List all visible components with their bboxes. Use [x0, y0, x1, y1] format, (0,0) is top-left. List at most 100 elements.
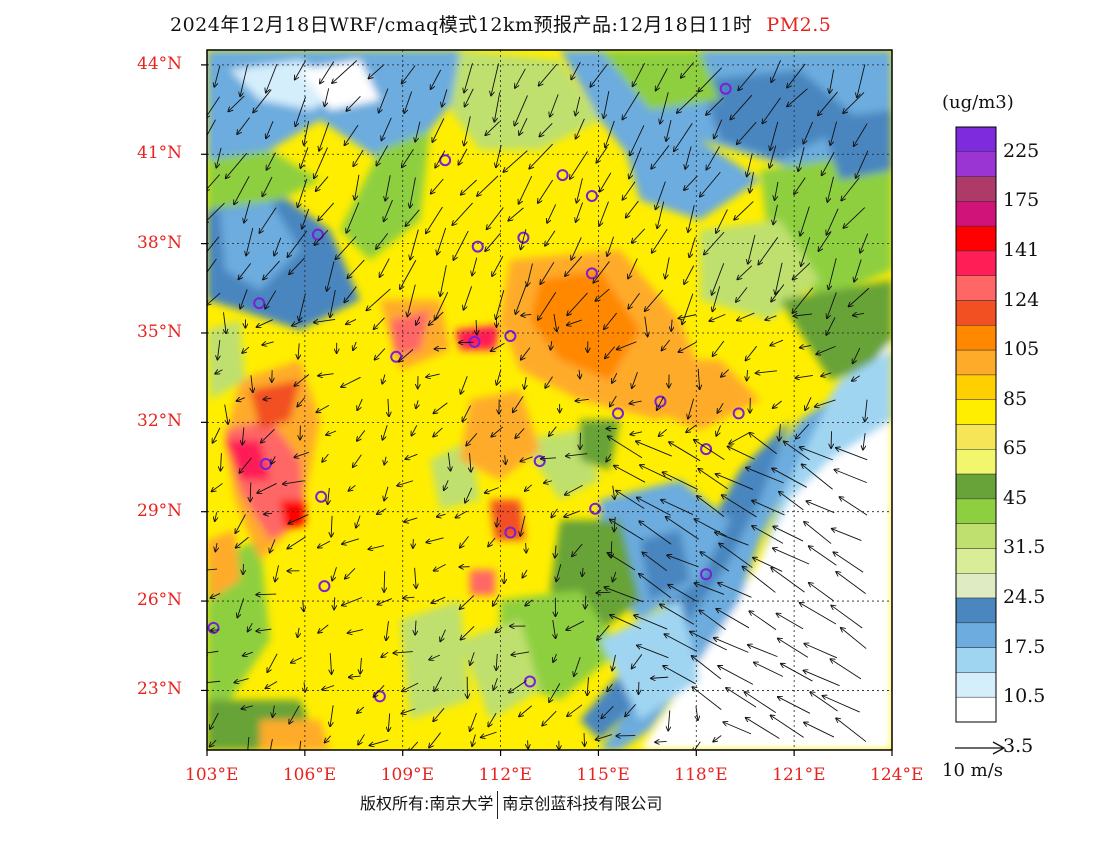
wind-arrow	[519, 705, 533, 717]
wind-arrow	[376, 145, 389, 166]
wind-arrow	[832, 529, 862, 541]
wind-arrow	[566, 620, 584, 630]
wind-arrow	[596, 592, 611, 593]
wind-arrow	[828, 258, 837, 289]
colorbar-label: 3.5	[1003, 734, 1034, 757]
wind-arrow	[555, 545, 556, 558]
wind-arrow	[632, 228, 646, 243]
wind-arrow	[379, 88, 389, 113]
colorbar-swatch	[955, 275, 997, 301]
wind-arrow	[455, 510, 468, 518]
wind-arrow	[781, 664, 813, 682]
wind-arrow	[403, 597, 415, 598]
wind-arrow	[566, 454, 588, 456]
wind-arrow	[714, 638, 749, 653]
wind-arrow	[737, 265, 753, 280]
wind-arrow	[682, 293, 694, 325]
wind-arrow	[547, 204, 557, 222]
wind-arrow	[330, 705, 334, 726]
wind-arrow	[576, 202, 584, 222]
latitude-label: 41°N	[137, 143, 183, 164]
wind-arrow	[520, 515, 526, 536]
wind-arrow	[716, 425, 722, 435]
wind-arrow	[700, 171, 721, 196]
wind-arrow	[461, 376, 468, 394]
colorbar-swatch	[955, 349, 997, 376]
wind-arrow	[521, 229, 527, 249]
wind-arrow	[465, 487, 473, 503]
wind-arrow	[299, 740, 302, 750]
wind-arrow	[773, 548, 810, 565]
wind-arrow	[753, 558, 783, 572]
wind-arrow	[491, 342, 505, 351]
colorbar-unit: (ug/m3)	[942, 92, 1014, 113]
wind-arrow	[800, 206, 810, 236]
wind-arrow	[639, 574, 672, 599]
wind-arrow	[697, 496, 725, 517]
wind-arrow	[215, 370, 223, 374]
wind-arrow	[575, 96, 581, 116]
wind-arrow	[746, 345, 758, 360]
wind-arrow	[800, 447, 833, 461]
wind-arrow	[314, 147, 328, 179]
concentration-field	[207, 50, 892, 750]
colorbar-label: 225	[1003, 139, 1040, 162]
wind-arrow	[582, 567, 583, 576]
wind-arrow	[265, 290, 277, 309]
wind-arrow	[640, 465, 673, 481]
wind-arrow	[476, 319, 477, 334]
wind-arrow	[283, 480, 304, 484]
wind-arrow	[432, 118, 445, 142]
wind-arrow	[316, 176, 329, 192]
wind-arrow	[593, 261, 610, 282]
wind-arrow	[493, 594, 500, 605]
wind-arrow	[756, 371, 777, 373]
wind-arrow	[240, 289, 248, 308]
wind-arrow	[604, 90, 610, 118]
wind-arrow	[366, 288, 391, 310]
wind-arrow	[318, 374, 334, 376]
wind-arrow	[684, 265, 695, 284]
wind-arrow	[335, 236, 357, 259]
wind-arrow	[426, 374, 440, 377]
wind-arrow	[525, 484, 533, 491]
latitude-label: 29°N	[137, 500, 183, 521]
wind-arrow	[663, 472, 698, 490]
colorbar-swatch	[955, 424, 997, 450]
wind-arrow	[224, 404, 228, 424]
wind-arrow	[496, 653, 497, 670]
wind-arrow	[652, 228, 668, 253]
wind-arrow	[289, 257, 305, 274]
wind-arrow	[357, 430, 366, 440]
wind-arrow	[332, 60, 358, 84]
wind-arrow	[319, 122, 330, 151]
city-marker	[612, 407, 624, 420]
wind-arrow	[612, 654, 616, 670]
wind-arrow	[294, 374, 310, 386]
wind-arrow	[856, 150, 869, 178]
wind-arrow	[690, 632, 727, 651]
wind-arrow	[794, 177, 806, 194]
wind-arrow	[539, 122, 553, 136]
wind-arrow	[695, 583, 725, 595]
wind-arrow	[349, 485, 356, 490]
wind-arrow	[464, 116, 471, 145]
wind-arrow	[651, 677, 669, 678]
wind-arrow	[590, 63, 608, 87]
wind-arrow	[769, 145, 777, 167]
wind-arrow	[821, 373, 832, 376]
wind-arrow	[485, 232, 501, 251]
wind-arrow	[211, 630, 220, 631]
colorbar-label: 175	[1003, 189, 1040, 212]
wind-arrow	[826, 208, 839, 235]
wind-arrow	[854, 259, 862, 282]
map-frame	[206, 49, 893, 751]
wind-arrow	[713, 735, 722, 742]
wind-arrow	[742, 567, 776, 593]
wind-arrow	[360, 657, 361, 674]
longitude-label: 103°E	[185, 765, 239, 785]
city-marker	[700, 568, 713, 581]
wind-arrow	[265, 681, 278, 688]
wind-arrow	[497, 517, 498, 526]
latitude-label: 23°N	[137, 679, 183, 700]
